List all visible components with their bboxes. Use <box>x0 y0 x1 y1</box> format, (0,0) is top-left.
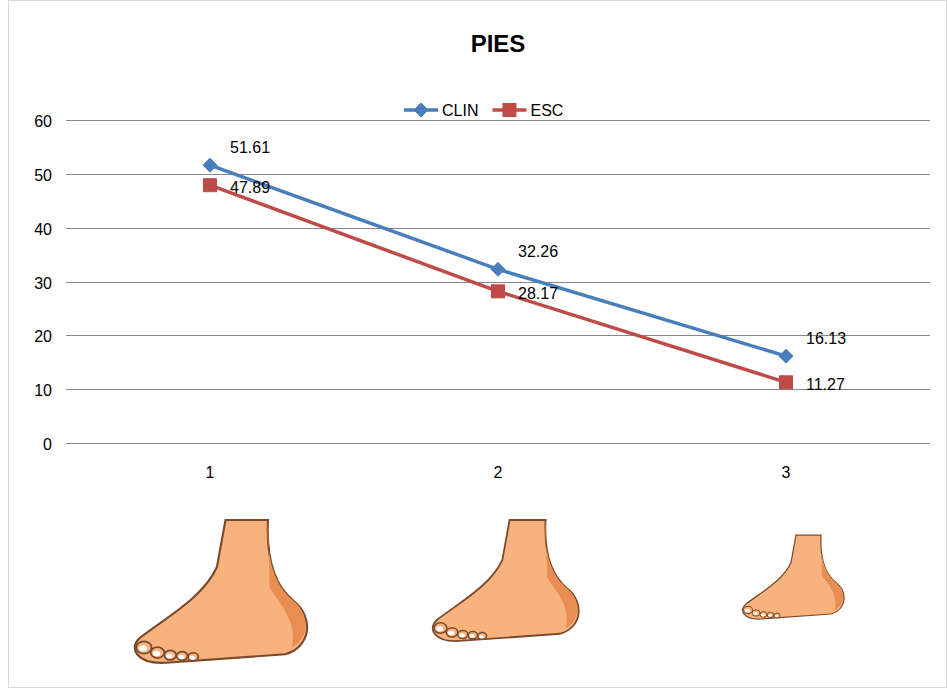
foot-shape <box>433 520 579 641</box>
legend-label: ESC <box>530 102 563 119</box>
foot-shape <box>743 535 844 619</box>
toenail <box>745 609 750 613</box>
data-label: 32.26 <box>518 243 558 260</box>
toenail <box>761 614 765 617</box>
y-tick-label: 40 <box>34 221 52 238</box>
toe <box>774 613 780 618</box>
toe <box>164 650 176 660</box>
data-label: 16.13 <box>806 330 846 347</box>
toenail <box>153 651 160 656</box>
toe <box>744 606 753 613</box>
grid-line <box>66 443 930 444</box>
legend: CLIN ESC <box>404 102 563 119</box>
toenail <box>768 614 772 617</box>
series-line <box>210 165 786 356</box>
toenail <box>166 654 173 659</box>
chart-frame <box>9 1 947 688</box>
toenail <box>139 645 147 651</box>
toenail <box>479 635 484 638</box>
toe <box>136 641 151 653</box>
toe <box>151 647 165 658</box>
marker <box>492 285 505 298</box>
data-label: 11.27 <box>806 376 845 393</box>
toenail <box>178 655 184 659</box>
foot-icon <box>743 535 844 619</box>
marker <box>204 179 217 192</box>
marker <box>491 262 505 276</box>
toenail <box>753 612 757 615</box>
toe <box>188 653 198 661</box>
y-tick-label: 50 <box>34 167 52 184</box>
x-tick-label: 1 <box>206 464 215 481</box>
toe <box>446 628 458 637</box>
toe <box>458 630 468 638</box>
marker <box>503 104 516 117</box>
marks <box>203 158 793 389</box>
y-tick-label: 30 <box>34 275 52 292</box>
grid <box>66 121 930 444</box>
y-tick-label: 0 <box>43 436 52 453</box>
foot-shade <box>268 520 306 648</box>
foot-icon <box>433 520 579 641</box>
data-label: 28.17 <box>518 285 558 302</box>
toenail <box>459 633 465 637</box>
series-line <box>210 185 786 382</box>
y-tick-label: 20 <box>34 328 52 345</box>
x-tick-label: 3 <box>782 464 791 481</box>
toe <box>468 631 477 638</box>
marker <box>414 103 428 117</box>
toe <box>434 623 447 633</box>
marker <box>779 349 793 363</box>
legend-label: CLIN <box>442 102 478 119</box>
toenail <box>448 631 454 636</box>
toenail <box>775 615 778 617</box>
foot-icon <box>135 520 307 663</box>
grid-line <box>66 335 930 336</box>
toenail <box>436 626 443 631</box>
grid-line <box>66 228 930 229</box>
marker <box>203 158 217 172</box>
toe <box>752 610 760 616</box>
toe <box>177 652 188 661</box>
foot-shape <box>135 520 307 663</box>
grid-line <box>66 389 930 390</box>
x-tick-label: 2 <box>494 464 503 481</box>
y-tick-label: 60 <box>34 113 52 130</box>
marker <box>780 376 793 389</box>
grid-line <box>66 120 930 121</box>
toe <box>760 612 767 618</box>
grid-line <box>66 282 930 283</box>
data-label: 47.89 <box>230 179 270 196</box>
foot-shade <box>821 535 843 610</box>
y-tick-label: 10 <box>34 382 52 399</box>
grid-line <box>66 174 930 175</box>
data-label: 51.61 <box>230 139 270 156</box>
toenail <box>470 634 475 638</box>
toe <box>767 612 774 617</box>
toenail <box>190 656 196 660</box>
chart-title: PIES <box>471 30 526 57</box>
toe <box>478 632 487 639</box>
foot-shade <box>545 520 577 628</box>
